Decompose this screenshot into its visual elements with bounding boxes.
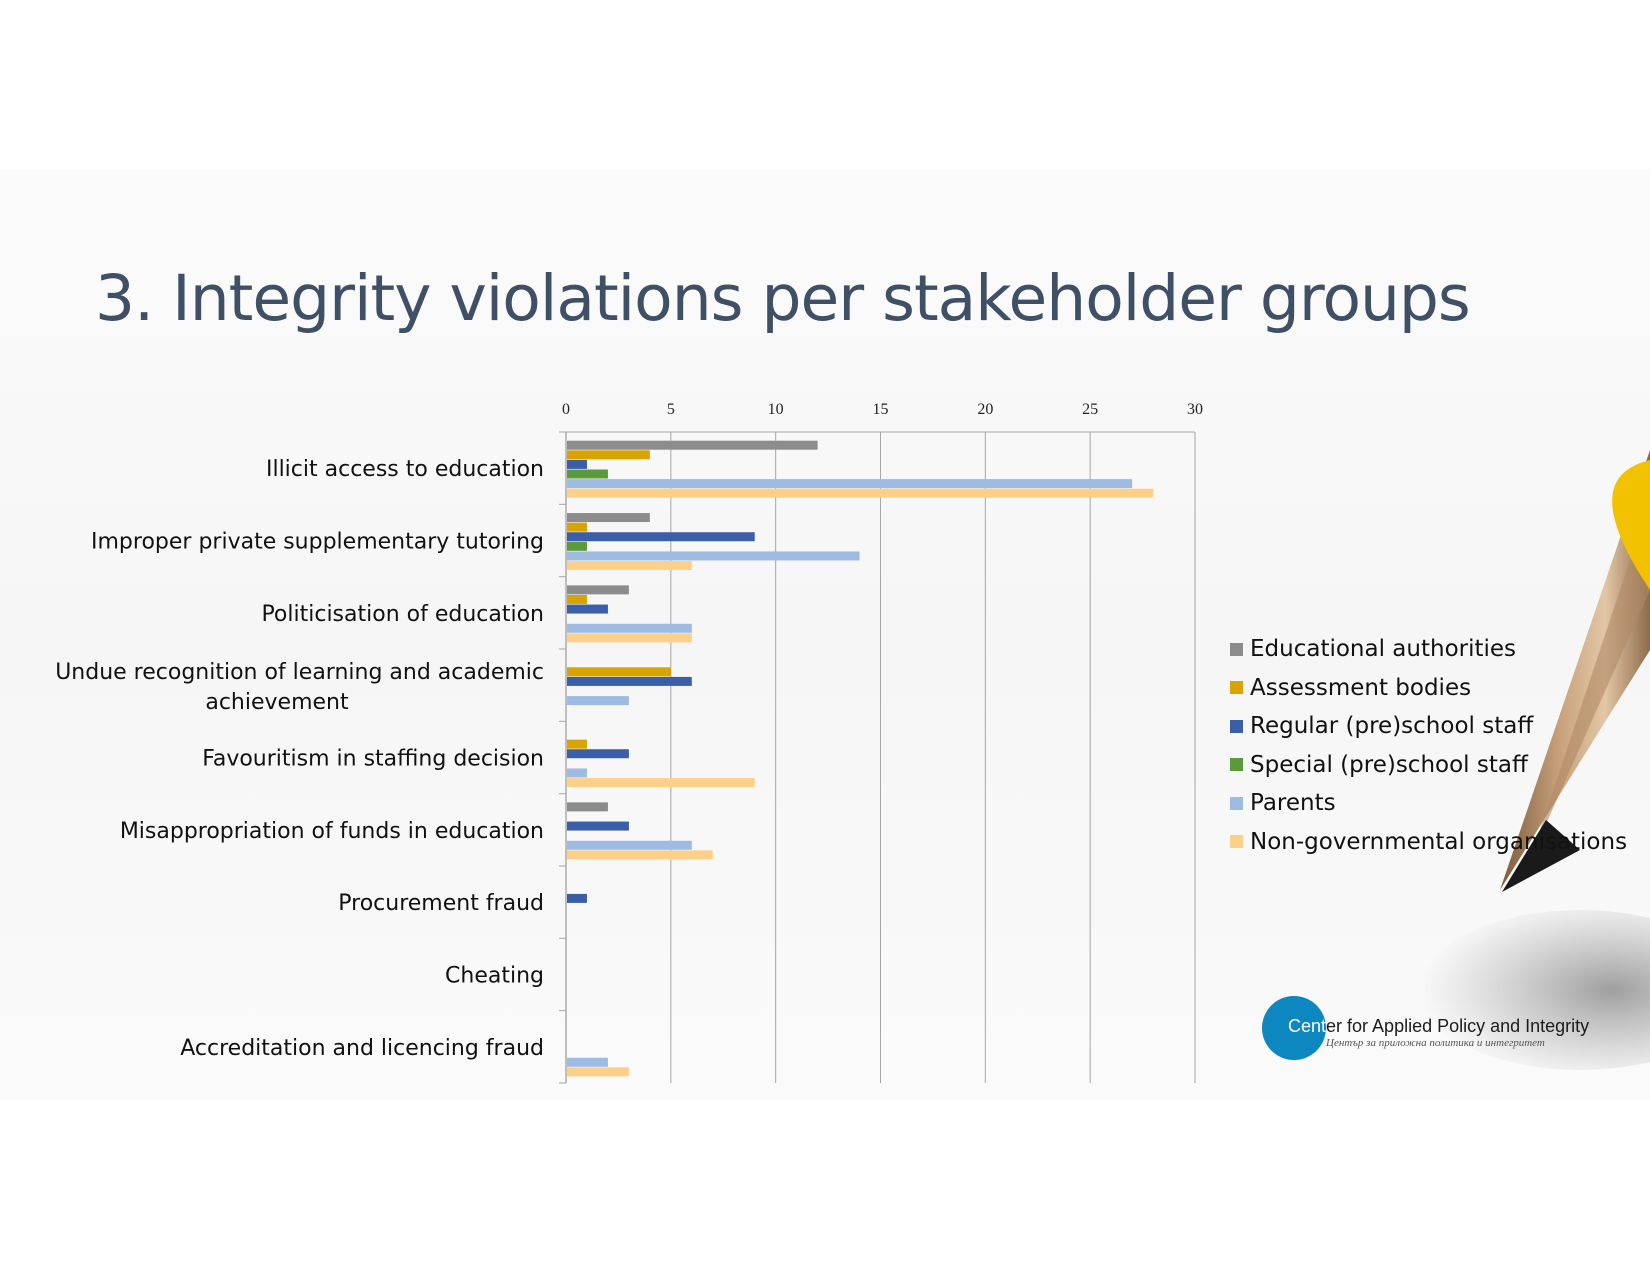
bar <box>567 522 587 532</box>
org-subtitle: Център за приложна политика и интегритет <box>1326 1037 1545 1049</box>
bar <box>567 840 692 850</box>
legend-item: Special (pre)school staff <box>1230 746 1627 785</box>
category-label: Procurement fraud <box>338 891 544 916</box>
legend-label: Non-governmental organisations <box>1250 828 1628 855</box>
page-title: 3. Integrity violations per stakeholder … <box>95 262 1471 335</box>
legend-swatch <box>1230 681 1243 695</box>
category-label: Cheating <box>445 964 544 989</box>
bar <box>567 541 587 551</box>
legend-item: Regular (pre)school staff <box>1230 707 1627 746</box>
bar <box>567 488 1154 498</box>
legend-item: Parents <box>1230 784 1627 823</box>
bar <box>567 802 608 812</box>
legend-swatch <box>1230 835 1243 849</box>
category-label: Accreditation and licencing fraud <box>180 1036 544 1061</box>
pencil-icon <box>1420 450 1650 1070</box>
bar <box>567 1057 608 1067</box>
bar <box>567 633 692 643</box>
bar <box>567 623 692 633</box>
bar <box>567 676 692 686</box>
bar <box>567 893 587 903</box>
bar <box>567 1067 629 1077</box>
bar <box>567 768 587 778</box>
legend-item: Educational authorities <box>1230 630 1627 669</box>
legend-swatch <box>1230 719 1243 733</box>
bar <box>567 459 587 469</box>
bar <box>567 513 650 523</box>
legend-label: Special (pre)school staff <box>1250 751 1528 778</box>
x-tick-label: 20 <box>977 401 993 418</box>
org-logo-circle-icon <box>1262 996 1326 1060</box>
x-tick-label: 0 <box>562 401 570 418</box>
category-labels: Illicit access to education Improper priv… <box>55 457 544 1061</box>
bar <box>567 604 608 614</box>
org-name: Center for Applied Policy and Integrity <box>1288 1016 1589 1037</box>
legend-item: Non-governmental organisations <box>1230 823 1627 862</box>
category-label: Misappropriation of funds in education <box>120 819 544 844</box>
x-tick-label: 30 <box>1187 401 1203 418</box>
bar <box>567 778 755 788</box>
x-tick-label: 15 <box>873 401 889 418</box>
bar <box>567 551 860 561</box>
category-label: Politicisation of education <box>261 602 544 627</box>
bar <box>567 440 818 450</box>
bar <box>567 749 629 759</box>
category-label: Favouritism in staffing decision <box>202 747 544 772</box>
legend-label: Assessment bodies <box>1250 674 1472 701</box>
chart-bars <box>567 440 1154 1077</box>
bar <box>567 450 650 460</box>
legend-swatch <box>1230 642 1243 656</box>
x-tick-label: 10 <box>768 401 784 418</box>
bar <box>567 585 629 595</box>
chart-legend: Educational authorities Assessment bodies… <box>1230 630 1627 861</box>
legend-label: Regular (pre)school staff <box>1250 713 1534 740</box>
org-logo: Center for Applied Policy and Integrity … <box>1262 996 1602 1060</box>
legend-swatch <box>1230 758 1243 772</box>
bar <box>567 821 629 831</box>
legend-label: Educational authorities <box>1250 636 1517 663</box>
legend-swatch <box>1230 796 1243 810</box>
org-name-first: Cent <box>1288 1016 1327 1036</box>
bar <box>567 667 671 677</box>
x-tick-label: 25 <box>1082 401 1098 418</box>
legend-item: Assessment bodies <box>1230 669 1627 708</box>
bar <box>567 561 692 571</box>
bar <box>567 850 713 860</box>
x-axis-ticks: 0 5 10 15 20 25 30 <box>562 401 1203 418</box>
bar <box>567 594 587 604</box>
bar <box>567 739 587 749</box>
category-label: Undue recognition of learning and academ… <box>55 660 544 715</box>
chart-grid <box>559 431 1196 1084</box>
bar <box>567 532 755 542</box>
bar <box>567 479 1133 489</box>
slide-background <box>0 170 1650 1100</box>
category-label: Illicit access to education <box>266 457 544 482</box>
bar <box>567 469 608 479</box>
category-label: Improper private supplementary tutoring <box>91 530 544 555</box>
legend-label: Parents <box>1250 790 1336 817</box>
x-tick-label: 5 <box>667 401 675 418</box>
org-name-rest: er for Applied Policy and Integrity <box>1326 1016 1590 1036</box>
bar <box>567 696 629 706</box>
